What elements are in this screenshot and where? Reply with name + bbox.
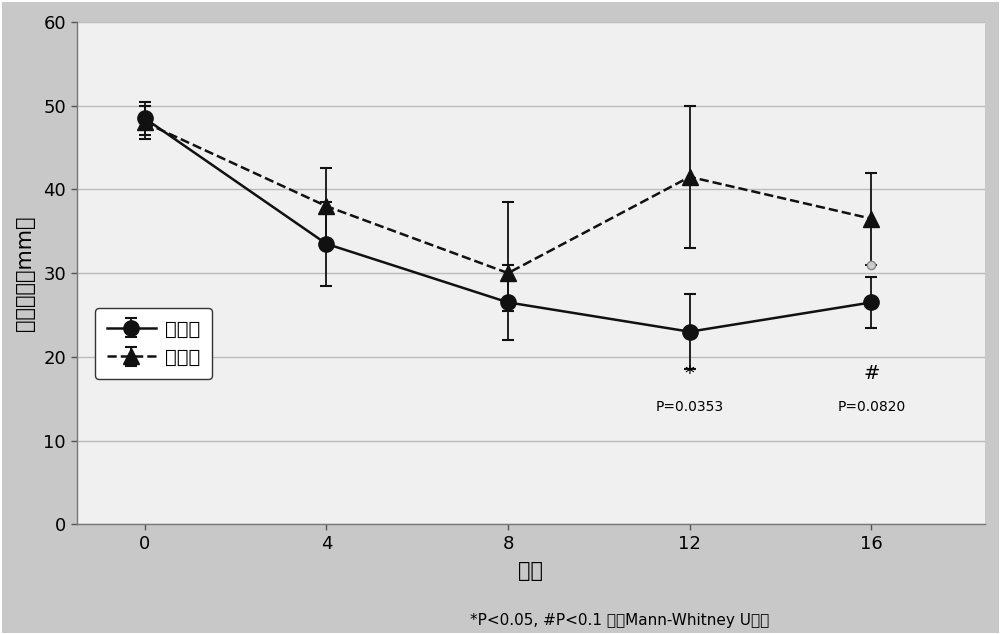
- Text: *: *: [685, 364, 695, 383]
- Legend: 活性剂, 安慰剂: 活性剂, 安慰剂: [95, 308, 212, 379]
- Text: *P<0.05, #P<0.1 通过Mann-Whitney U检验: *P<0.05, #P<0.1 通过Mann-Whitney U检验: [470, 612, 770, 628]
- Y-axis label: 眼睛疼痛（mm）: 眼睛疼痛（mm）: [15, 216, 35, 331]
- Text: P=0.0820: P=0.0820: [837, 400, 906, 414]
- Text: #: #: [863, 364, 880, 383]
- Text: P=0.0353: P=0.0353: [656, 400, 724, 414]
- X-axis label: 周数: 周数: [518, 561, 543, 581]
